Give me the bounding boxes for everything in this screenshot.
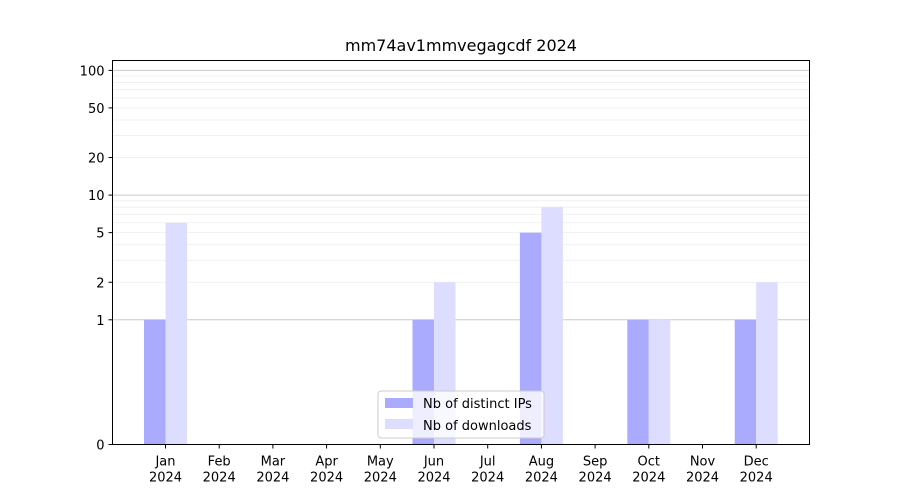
legend: Nb of distinct IPs Nb of downloads bbox=[377, 390, 545, 439]
bar-downloads-10 bbox=[648, 319, 671, 445]
legend-label-downloads: Nb of downloads bbox=[423, 419, 532, 434]
y-tick-label: 5 bbox=[96, 227, 104, 242]
legend-swatch-downloads bbox=[385, 419, 413, 429]
legend-box bbox=[377, 390, 545, 439]
y-tick-label: 50 bbox=[88, 102, 105, 117]
bar-ips-12 bbox=[734, 319, 757, 445]
x-tick-label: Sep 2024 bbox=[579, 455, 612, 486]
chart-title: mm74av1mmvegagcdf 2024 bbox=[345, 36, 577, 55]
x-axis: Jan 2024 Feb 2024 Mar 2024 Apr 2024 May 2024 Jun 20… bbox=[149, 444, 773, 486]
y-axis: 0 1 2 5 10 20 50 100 bbox=[80, 64, 113, 454]
x-tick-label: Mar 2024 bbox=[256, 455, 289, 486]
y-tick-label: 10 bbox=[88, 189, 105, 204]
legend-label-ips: Nb of distinct IPs bbox=[423, 397, 532, 412]
bar-downloads-1 bbox=[165, 222, 187, 445]
grid-lines bbox=[112, 69, 810, 321]
x-tick-label: Feb 2024 bbox=[203, 455, 236, 486]
y-tick-label: 100 bbox=[80, 64, 105, 79]
y-tick-label: 20 bbox=[88, 152, 105, 167]
x-tick-label: May 2024 bbox=[364, 455, 397, 486]
x-tick-label: Oct 2024 bbox=[632, 455, 665, 486]
y-tick-label: 2 bbox=[96, 276, 104, 291]
x-tick-label: Jan 2024 bbox=[149, 455, 182, 486]
x-tick-label: Apr 2024 bbox=[310, 455, 343, 486]
bar-ips-1 bbox=[144, 319, 166, 445]
y-tick-label: 0 bbox=[96, 439, 104, 454]
x-tick-label: Aug 2024 bbox=[525, 455, 558, 486]
x-tick-label: Jul 2024 bbox=[471, 455, 504, 486]
bar-ips-10 bbox=[627, 319, 649, 445]
bar-downloads-12 bbox=[756, 282, 778, 445]
plot-frame bbox=[112, 60, 810, 445]
legend-swatch-ips bbox=[385, 398, 413, 408]
x-tick-label: Dec 2024 bbox=[740, 455, 773, 486]
x-tick-label: Jun 2024 bbox=[417, 455, 450, 486]
x-tick-label: Nov 2024 bbox=[686, 455, 719, 486]
y-tick-label: 1 bbox=[96, 314, 104, 329]
bar-downloads-8 bbox=[541, 207, 563, 445]
